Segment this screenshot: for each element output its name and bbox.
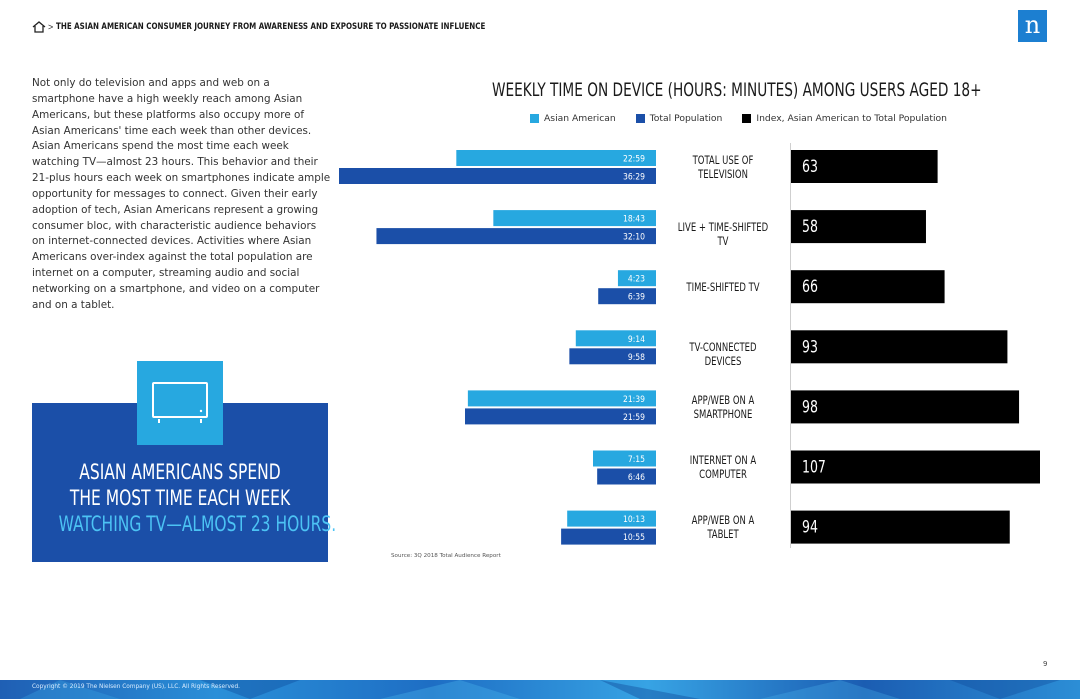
category-label-app-web-on-a-tablet: APP/WEB ON A TABLET: [691, 513, 755, 542]
callout-headline: ASIAN AMERICANS SPEND THE MOST TIME EACH…: [32, 459, 337, 537]
body-paragraph: Not only do television and apps and web …: [32, 77, 331, 311]
home-icon[interactable]: [32, 21, 46, 33]
bar-asian-american-time-shifted-tv: [617, 270, 656, 287]
category-label-time-shifted-tv: TIME-SHIFTED TV: [686, 279, 760, 294]
label-asian-american-time-shifted-tv: 4:23: [628, 275, 645, 285]
logo-letter: n: [1024, 10, 1041, 39]
legend-item-asian-american: Asian American: [530, 113, 616, 124]
legend-item-total-population: Total Population: [635, 113, 723, 124]
label-asian-american-app-web-on-a-smartphone: 21:39: [623, 395, 645, 405]
bar-asian-american-app-web-on-a-tablet: [567, 510, 656, 527]
bar-total-population-total-use-of-television: [339, 168, 656, 184]
label-total-population-time-shifted-tv: 6:39: [628, 293, 645, 303]
label-index-internet-on-a-computer: 107: [802, 457, 826, 477]
label-index-live-time-shifted-tv: 58: [802, 217, 818, 237]
bar-index-app-web-on-a-smartphone: [791, 390, 1020, 424]
bar-index-internet-on-a-computer: [791, 450, 1040, 484]
legend-swatch-asian-american: [530, 114, 539, 123]
bar-index-time-shifted-tv: [791, 270, 945, 304]
legend-label-index: Index, Asian American to Total Populatio…: [756, 113, 947, 124]
bar-index-total-use-of-television: [791, 150, 938, 183]
bar-total-population-app-web-on-a-tablet: [561, 528, 656, 545]
footer-band: Copyright © 2019 The Nielsen Company (US…: [0, 680, 1080, 699]
bar-total-population-time-shifted-tv: [598, 288, 656, 305]
page-number: 9: [1043, 660, 1048, 668]
label-total-population-app-web-on-a-tablet: 10:55: [623, 533, 645, 543]
breadcrumb: > THE ASIAN AMERICAN CONSUMER JOURNEY FR…: [32, 19, 544, 35]
bar-total-population-live-time-shifted-tv: [376, 228, 656, 245]
bar-index-tv-connected-devices: [791, 330, 1008, 364]
nielsen-logo: n: [1018, 10, 1047, 42]
category-label-app-web-on-a-smartphone: APP/WEB ON A SMARTPHONE: [691, 392, 755, 421]
chart-legend: Asian American Total Population Index, A…: [530, 113, 967, 124]
label-total-population-total-use-of-television: 36:29: [623, 173, 645, 183]
legend-label-total-population: Total Population: [649, 113, 723, 124]
legend-label-asian-american: Asian American: [544, 113, 616, 124]
bar-asian-american-live-time-shifted-tv: [493, 210, 656, 227]
label-index-app-web-on-a-tablet: 94: [802, 517, 818, 537]
label-asian-american-app-web-on-a-tablet: 10:13: [623, 515, 645, 525]
tv-icon-box: [137, 361, 223, 445]
footer-pattern: [20, 680, 1060, 699]
category-label-live-time-shifted-tv: LIVE + TIME-SHIFTED TV: [677, 219, 769, 248]
bar-total-population-app-web-on-a-smartphone: [465, 408, 656, 425]
label-index-total-use-of-television: 63: [802, 157, 818, 177]
label-index-app-web-on-a-smartphone: 98: [802, 397, 818, 417]
label-total-population-live-time-shifted-tv: 32:10: [623, 233, 645, 243]
label-asian-american-tv-connected-devices: 9:14: [628, 335, 645, 345]
breadcrumb-separator: >: [48, 22, 54, 32]
chart-divider: [790, 143, 791, 548]
tv-icon: [152, 382, 208, 423]
chart-source: Source: 3Q 2018 Total Audience Report: [391, 553, 501, 559]
bar-asian-american-tv-connected-devices: [575, 330, 656, 347]
chart-title: WEEKLY TIME ON DEVICE (HOURS: MINUTES) A…: [492, 79, 982, 101]
label-index-time-shifted-tv: 66: [802, 277, 818, 297]
bar-total-population-internet-on-a-computer: [597, 468, 656, 485]
category-label-total-use-of-television: TOTAL USE OF TELEVISION: [692, 152, 754, 181]
breadcrumb-title[interactable]: THE ASIAN AMERICAN CONSUMER JOURNEY FROM…: [56, 22, 486, 32]
category-label-internet-on-a-computer: INTERNET ON A COMPUTER: [689, 453, 757, 481]
label-asian-american-total-use-of-television: 22:59: [623, 155, 645, 165]
legend-item-index: Index, Asian American to Total Populatio…: [742, 113, 947, 124]
legend-swatch-total-population: [635, 114, 645, 123]
label-total-population-internet-on-a-computer: 6:46: [628, 473, 645, 483]
label-total-population-app-web-on-a-smartphone: 21:59: [623, 413, 645, 423]
label-total-population-tv-connected-devices: 9:58: [628, 353, 645, 363]
bar-index-live-time-shifted-tv: [791, 210, 926, 244]
bar-index-app-web-on-a-tablet: [791, 510, 1010, 544]
bar-total-population-tv-connected-devices: [569, 348, 656, 365]
callout-line-1: ASIAN AMERICANS SPEND: [79, 460, 281, 484]
label-asian-american-live-time-shifted-tv: 18:43: [623, 215, 645, 225]
bar-asian-american-app-web-on-a-smartphone: [467, 390, 656, 407]
label-index-tv-connected-devices: 93: [802, 337, 818, 357]
label-asian-american-internet-on-a-computer: 7:15: [628, 455, 645, 465]
legend-swatch-index: [742, 114, 752, 123]
callout-line-2: THE MOST TIME EACH WEEK: [69, 486, 291, 510]
bar-asian-american-total-use-of-television: [456, 150, 656, 166]
category-label-tv-connected-devices: TV-CONNECTED DEVICES: [689, 339, 757, 368]
bar-asian-american-internet-on-a-computer: [592, 450, 656, 467]
copyright-text: Copyright © 2019 The Nielsen Company (US…: [32, 684, 240, 690]
callout-line-3: WATCHING TV—ALMOST 23 HOURS.: [58, 512, 337, 536]
